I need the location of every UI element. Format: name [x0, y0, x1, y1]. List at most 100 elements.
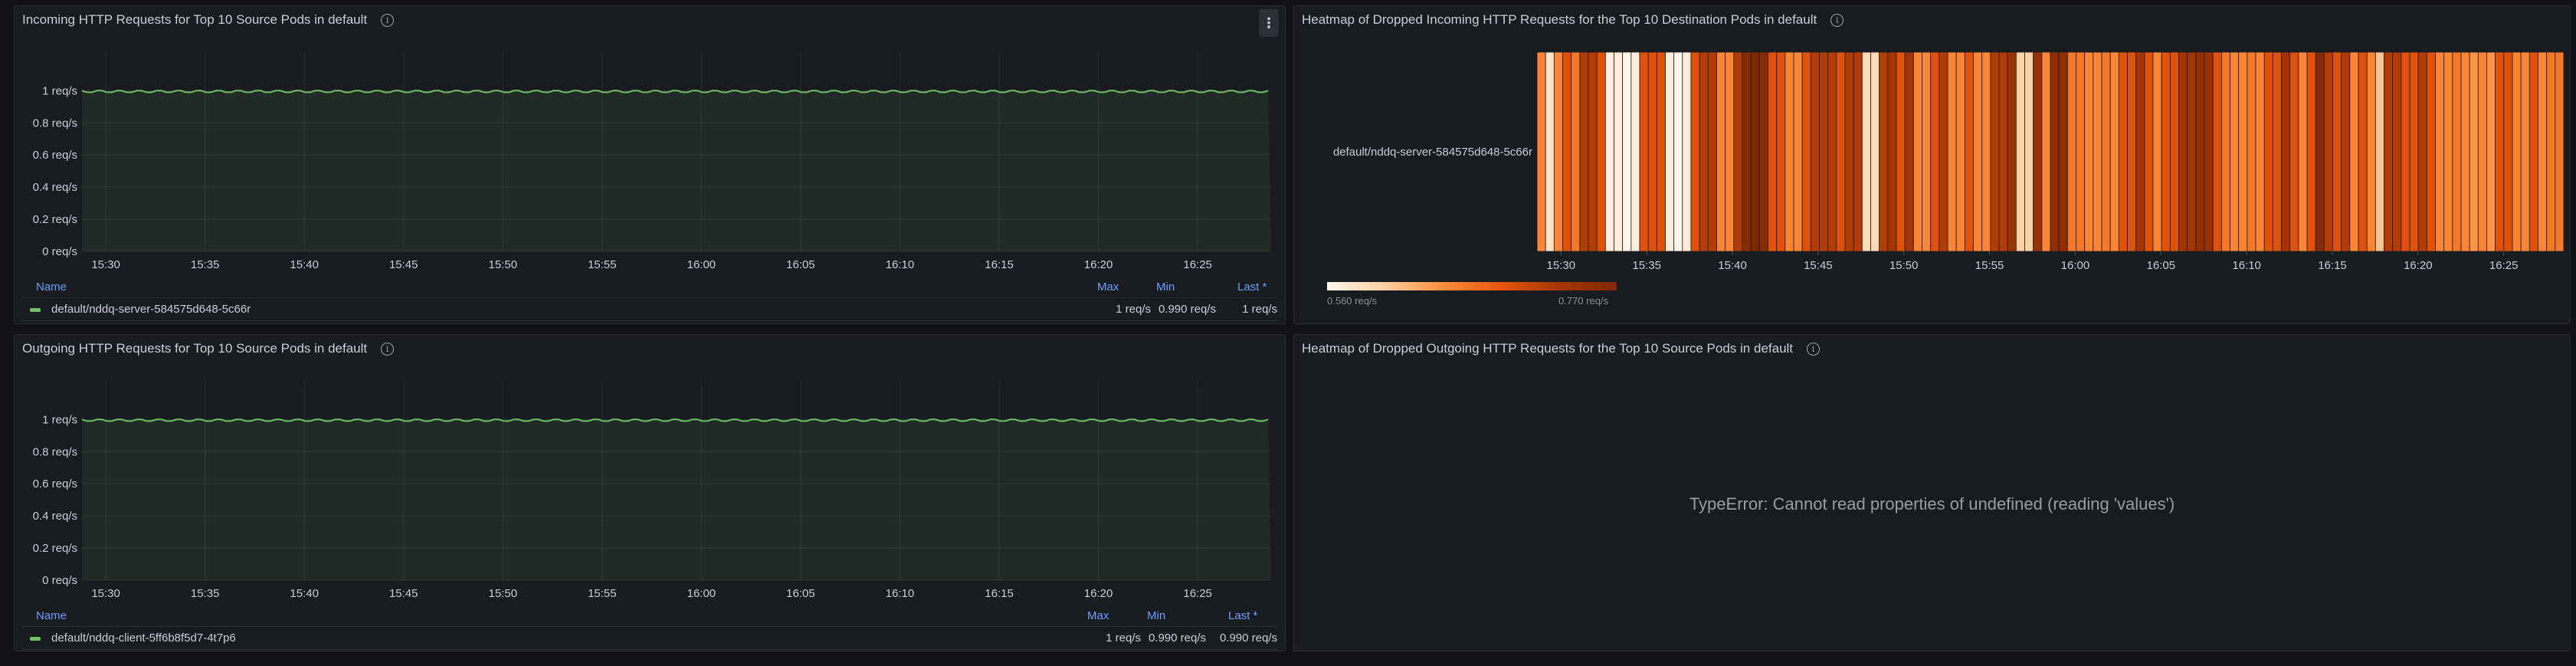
- heatmap-cell: [1810, 51, 1820, 252]
- y-tick-label: 0.8 req/s: [33, 116, 77, 130]
- panel-error-message: TypeError: Cannot read properties of und…: [1689, 494, 2175, 513]
- heatmap-cell: [1768, 51, 1778, 252]
- heatmap-cell: [2401, 51, 2410, 252]
- kebab-menu-icon: ⋮: [1262, 15, 1276, 31]
- y-tick-label: 0.2 req/s: [33, 542, 77, 555]
- x-tick-label: 15:30: [91, 258, 120, 271]
- heatmap-cell: [1579, 51, 1589, 252]
- heatmap-cell: [2435, 51, 2445, 252]
- heatmap-cell: [1614, 51, 1624, 252]
- panel-title[interactable]: Outgoing HTTP Requests for Top 10 Source…: [22, 341, 395, 356]
- panel-heatmap-incoming: Heatmap of Dropped Incoming HTTP Request…: [1293, 5, 2571, 324]
- legend-header-max[interactable]: Max: [1097, 281, 1119, 294]
- color-scale-max-label: 0.770 req/s: [1558, 295, 1609, 307]
- legend-header-name[interactable]: Name: [36, 281, 67, 294]
- heatmap-cell: [2281, 51, 2291, 252]
- heatmap-cell: [2109, 51, 2119, 252]
- heatmap-cell: [2015, 51, 2025, 252]
- panel-menu-button[interactable]: ⋮: [1259, 9, 1279, 37]
- heatmap-cell: [2315, 51, 2325, 252]
- heatmap-cell: [1630, 51, 1640, 252]
- x-tick-label: 15:35: [1632, 259, 1661, 272]
- heatmap-cell: [1553, 51, 1563, 252]
- info-icon[interactable]: i: [1830, 13, 1844, 27]
- heatmap-cell: [2374, 51, 2384, 252]
- heatmap-cell: [2392, 51, 2402, 252]
- heatmap-cell: [2426, 51, 2436, 252]
- x-tick-label: 16:10: [886, 587, 915, 600]
- heatmap-chart-incoming[interactable]: 15:30 15:35 15:40 15:45 15:50 15:55 16:00 16:05…: [1294, 6, 2571, 274]
- heatmap-cell: [1690, 51, 1700, 252]
- heatmap-cell: [2058, 51, 2068, 252]
- heatmap-cell: [2538, 51, 2548, 252]
- heatmap-cell: [2127, 51, 2137, 252]
- x-tick-label: 16:00: [2061, 259, 2090, 272]
- heatmap-cell: [1716, 51, 1726, 252]
- series-color-swatch[interactable]: [30, 637, 41, 641]
- heatmap-cell: [2118, 51, 2128, 252]
- info-icon[interactable]: i: [1807, 342, 1821, 356]
- legend-header-min[interactable]: Min: [1147, 609, 1166, 622]
- legend-series-name[interactable]: default/nddq-server-584575d648-5c66r: [51, 303, 251, 316]
- heatmap-cell: [1604, 51, 1614, 252]
- heatmap-cell: [1733, 51, 1743, 252]
- x-tick-label: 15:40: [1718, 259, 1747, 272]
- heatmap-cell: [2555, 51, 2565, 252]
- legend-header-last[interactable]: Last *: [1237, 281, 1267, 294]
- panel-title[interactable]: Heatmap of Dropped Incoming HTTP Request…: [1302, 12, 1844, 28]
- heatmap-cell: [2460, 51, 2470, 252]
- info-icon[interactable]: i: [381, 342, 395, 356]
- legend-series-name[interactable]: default/nddq-client-5ff6b8f5d7-4t7p6: [51, 632, 236, 645]
- legend-min-value: 0.990 req/s: [1158, 303, 1216, 316]
- heatmap-cell: [2520, 51, 2530, 252]
- info-icon[interactable]: i: [381, 13, 395, 27]
- x-tick-label: 16:25: [1183, 258, 1212, 271]
- heatmap-cell: [2384, 51, 2394, 252]
- x-tick-label: 16:05: [786, 258, 815, 271]
- legend-max-value: 1 req/s: [1116, 303, 1151, 316]
- series-color-swatch[interactable]: [30, 308, 41, 312]
- panel-title[interactable]: Incoming HTTP Requests for Top 10 Source…: [22, 12, 395, 28]
- heatmap-cell: [1622, 51, 1632, 252]
- heatmap-cell: [2358, 51, 2368, 252]
- legend-header-last[interactable]: Last *: [1228, 609, 1258, 622]
- heatmap-cell: [2169, 51, 2179, 252]
- heatmap-cell: [1656, 51, 1666, 252]
- x-tick-label: 15:55: [588, 258, 617, 271]
- heatmap-cell: [1879, 51, 1889, 252]
- x-tick-label: 15:40: [290, 587, 319, 600]
- heatmap-cell: [2050, 51, 2060, 252]
- heatmap-cell: [1742, 51, 1752, 252]
- heatmap-cell: [2272, 51, 2282, 252]
- panel-title-text: Outgoing HTTP Requests for Top 10 Source…: [22, 341, 368, 356]
- heatmap-cell: [1904, 51, 1914, 252]
- heatmap-cell: [2289, 51, 2299, 252]
- heatmap-cell: [2486, 51, 2496, 252]
- heatmap-cell: [1844, 51, 1854, 252]
- x-tick-label: 15:35: [191, 587, 220, 600]
- heatmap-cell: [1545, 51, 1555, 252]
- panel-outgoing-requests: Outgoing HTTP Requests for Top 10 Source…: [14, 334, 1286, 651]
- panel-title[interactable]: Heatmap of Dropped Outgoing HTTP Request…: [1302, 341, 1821, 356]
- heatmap-cell: [2144, 51, 2154, 252]
- x-tick-label: 15:35: [191, 258, 220, 271]
- heatmap-cell: [1793, 51, 1803, 252]
- heatmap-cell: [1853, 51, 1863, 252]
- heatmap-cell: [2255, 51, 2265, 252]
- x-tick-label: 15:45: [389, 258, 418, 271]
- legend-header-max[interactable]: Max: [1087, 609, 1109, 622]
- legend-header-min[interactable]: Min: [1156, 281, 1175, 294]
- heatmap-cell: [2366, 51, 2376, 252]
- heatmap-cell: [2512, 51, 2522, 252]
- y-tick-label: 0.2 req/s: [33, 213, 77, 226]
- y-tick-label: 0.8 req/s: [33, 445, 77, 458]
- legend-header-name[interactable]: Name: [36, 609, 67, 622]
- legend-divider: [22, 320, 1277, 321]
- x-tick-label: 15:55: [1975, 259, 2004, 272]
- color-scale-min-label: 0.560 req/s: [1327, 295, 1378, 307]
- line-chart-incoming[interactable]: 15:30 15:35 15:40 15:45 15:50 15:55 16:00 16:05…: [15, 6, 1286, 274]
- heatmap-cell: [2503, 51, 2513, 252]
- line-chart-outgoing[interactable]: 15:30 15:35 15:40 15:45 15:50 15:55 16:00 16:05…: [15, 335, 1286, 603]
- panel-title-text: Incoming HTTP Requests for Top 10 Source…: [22, 12, 368, 27]
- heatmap-cell: [1682, 51, 1692, 252]
